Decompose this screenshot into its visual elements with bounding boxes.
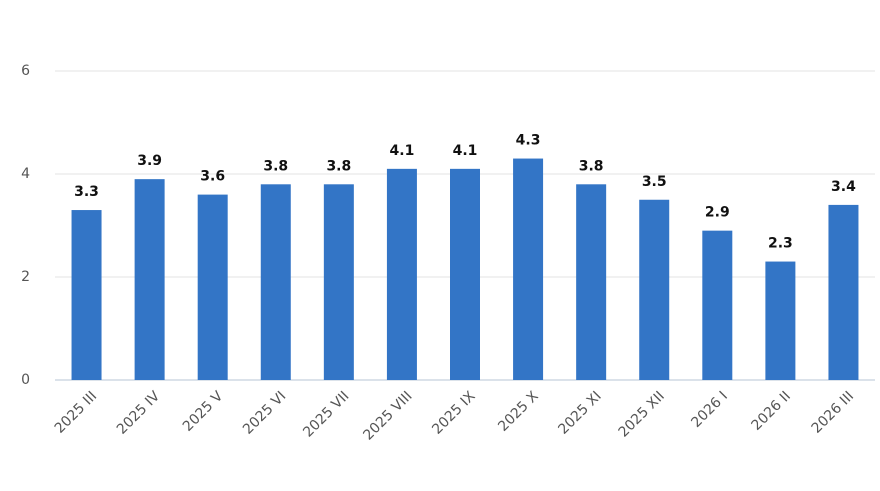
data-label: 2.9 <box>705 205 730 221</box>
data-label: 4.3 <box>516 133 541 149</box>
x-tick-label: 2026 III <box>809 388 857 436</box>
x-tick-label: 2025 VI <box>240 388 289 437</box>
data-label: 4.1 <box>453 143 478 159</box>
x-tick-label: 2025 III <box>52 388 100 436</box>
x-tick-label: 2025 IX <box>429 388 479 438</box>
data-label: 3.8 <box>263 158 288 174</box>
data-label: 3.4 <box>831 179 856 195</box>
x-tick-label: 2025 VII <box>300 388 352 440</box>
bar <box>134 179 165 380</box>
y-tick-label: 0 <box>21 372 30 388</box>
bar <box>639 199 670 380</box>
y-tick-label: 6 <box>21 63 30 79</box>
bar <box>197 194 228 380</box>
y-tick-label: 2 <box>21 269 30 285</box>
x-tick-label: 2025 V <box>180 388 227 435</box>
bar <box>71 210 102 380</box>
data-label: 3.8 <box>579 158 604 174</box>
x-tick-label: 2026 II <box>749 388 794 433</box>
bar <box>386 168 417 380</box>
bar <box>450 168 480 380</box>
bar <box>576 184 607 380</box>
bar <box>323 184 354 380</box>
x-tick-label: 2025 X <box>495 388 542 435</box>
data-label: 4.1 <box>390 143 415 159</box>
data-label: 3.8 <box>326 158 351 174</box>
x-tick-label: 2025 IV <box>114 388 164 438</box>
data-label: 3.6 <box>200 169 225 185</box>
y-tick-label: 4 <box>21 166 30 182</box>
x-tick-label: 2025 XI <box>555 388 604 437</box>
bar <box>702 230 733 380</box>
x-tick-label: 2025 VIII <box>360 388 415 443</box>
x-tick-label: 2026 I <box>688 388 731 431</box>
bar <box>828 204 859 380</box>
bar <box>260 184 291 380</box>
bar <box>765 261 796 380</box>
data-label: 2.3 <box>768 236 793 252</box>
x-tick-label: 2025 XII <box>616 388 668 440</box>
bar <box>513 158 544 380</box>
data-label: 3.5 <box>642 174 667 190</box>
data-label: 3.3 <box>74 184 99 200</box>
data-label: 3.9 <box>137 153 162 169</box>
